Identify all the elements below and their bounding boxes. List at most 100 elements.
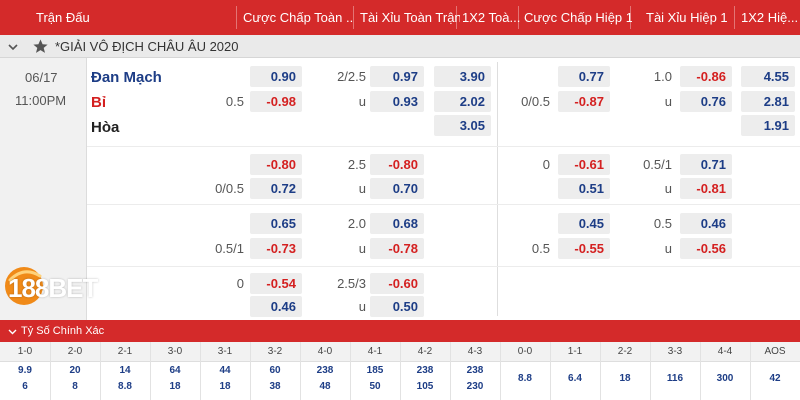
odds-cell[interactable]: 2.81 xyxy=(741,91,795,112)
star-icon[interactable] xyxy=(33,39,48,54)
odds-cell[interactable]: 0.90 xyxy=(250,66,302,87)
odds-cell[interactable]: 0.77 xyxy=(558,66,610,87)
exact-score-header[interactable]: Tỷ Số Chính Xác xyxy=(0,320,800,342)
score-odds[interactable]: 238 xyxy=(316,365,334,376)
score-header: 4-1 xyxy=(350,342,400,362)
score-odds[interactable]: 42 xyxy=(769,373,781,384)
score-odds[interactable]: 300 xyxy=(716,373,734,384)
column-divider xyxy=(750,342,751,400)
score-odds[interactable]: 238 xyxy=(416,365,434,376)
score-odds[interactable]: 6 xyxy=(22,381,28,392)
column-divider xyxy=(550,342,551,400)
header-hdp-full[interactable]: Cược Chấp Toàn ... xyxy=(243,10,353,25)
score-odds[interactable]: 8.8 xyxy=(518,373,532,384)
column-divider xyxy=(350,342,351,400)
odds-cell[interactable]: 0.45 xyxy=(558,213,610,234)
odds-cell[interactable]: -0.73 xyxy=(250,238,302,259)
odds-cell[interactable]: 0.46 xyxy=(250,296,302,317)
hdp-half-line: 0 xyxy=(542,157,550,172)
away-team[interactable]: Bỉ xyxy=(91,94,106,111)
score-odds[interactable]: 50 xyxy=(369,381,381,392)
header-ou-half[interactable]: Tài Xỉu Hiệp 1 xyxy=(646,10,728,25)
odds-cell[interactable]: 0.97 xyxy=(370,66,424,87)
odds-cell[interactable]: 2.02 xyxy=(434,91,491,112)
odds-cell[interactable]: 0.76 xyxy=(680,91,732,112)
odds-cell[interactable]: -0.56 xyxy=(680,238,732,259)
header-ou-full[interactable]: Tài Xỉu Toàn Trận xyxy=(360,10,460,25)
score-odds[interactable]: 8.8 xyxy=(118,381,132,392)
column-divider xyxy=(450,342,451,400)
score-label: 4-0 xyxy=(317,346,333,357)
odds-cell[interactable]: 0.68 xyxy=(370,213,424,234)
score-odds[interactable]: 8 xyxy=(72,381,78,392)
score-odds[interactable]: 38 xyxy=(269,381,281,392)
column-divider xyxy=(300,342,301,400)
score-odds[interactable]: 18 xyxy=(219,381,231,392)
odds-cell[interactable]: -0.78 xyxy=(370,238,424,259)
score-odds[interactable]: 9.9 xyxy=(18,365,32,376)
score-odds[interactable]: 230 xyxy=(466,381,484,392)
odds-cell[interactable]: -0.55 xyxy=(558,238,610,259)
odds-cell[interactable]: 0.50 xyxy=(370,296,424,317)
score-odds[interactable]: 64 xyxy=(169,365,181,376)
odds-cell[interactable]: 0.46 xyxy=(680,213,732,234)
score-odds[interactable]: 238 xyxy=(466,365,484,376)
score-label: 2-0 xyxy=(67,346,83,357)
odds-cell[interactable]: -0.61 xyxy=(558,154,610,175)
score-header: 3-0 xyxy=(150,342,200,362)
ou-half-line: 1.0 xyxy=(653,69,672,84)
score-header: 4-4 xyxy=(700,342,750,362)
score-odds[interactable]: 116 xyxy=(666,373,684,384)
chevron-down-icon[interactable] xyxy=(8,327,17,336)
column-divider xyxy=(50,342,51,400)
score-odds[interactable]: 48 xyxy=(319,381,331,392)
header-hdp-half[interactable]: Cược Chấp Hiệp 1 xyxy=(524,10,632,25)
score-header: 2-2 xyxy=(600,342,650,362)
score-odds[interactable]: 44 xyxy=(219,365,231,376)
odds-cell[interactable]: -0.81 xyxy=(680,178,732,199)
odds-cell[interactable]: -0.86 xyxy=(680,66,732,87)
score-odds[interactable]: 105 xyxy=(416,381,434,392)
chevron-down-icon[interactable] xyxy=(8,42,18,52)
odds-cell[interactable]: 0.72 xyxy=(250,178,302,199)
ou-line: 2.0 xyxy=(347,216,366,231)
score-odds[interactable]: 185 xyxy=(366,365,384,376)
league-bar[interactable]: *GIẢI VÔ ĐỊCH CHÂU ÂU 2020 xyxy=(0,35,800,58)
odds-cell[interactable]: 3.90 xyxy=(434,66,491,87)
column-divider xyxy=(250,342,251,400)
header-1x2-full[interactable]: 1X2 Toà... xyxy=(462,10,520,25)
odds-cell[interactable]: 0.65 xyxy=(250,213,302,234)
odds-cell[interactable]: 4.55 xyxy=(741,66,795,87)
odds-cell[interactable]: 0.93 xyxy=(370,91,424,112)
header-1x2-half[interactable]: 1X2 Hiệ... xyxy=(741,10,799,25)
column-divider xyxy=(650,342,651,400)
score-odds[interactable]: 6.4 xyxy=(568,373,582,384)
odds-cell[interactable]: -0.98 xyxy=(250,91,302,112)
hdp-line: 0/0.5 xyxy=(215,181,244,196)
odds-cell[interactable]: -0.80 xyxy=(250,154,302,175)
score-odds[interactable]: 14 xyxy=(119,365,131,376)
odds-cell[interactable]: -0.80 xyxy=(370,154,424,175)
ou-line: 2.5 xyxy=(347,157,366,172)
header-match[interactable]: Trận Đấu xyxy=(36,10,90,25)
odds-cell[interactable]: -0.54 xyxy=(250,273,302,294)
score-odds[interactable]: 20 xyxy=(69,365,81,376)
odds-cell[interactable]: 3.05 xyxy=(434,115,491,136)
brand-logo: 188BET xyxy=(0,256,140,306)
odds-cell[interactable]: 0.51 xyxy=(558,178,610,199)
score-header: AOS xyxy=(750,342,800,362)
odds-cell[interactable]: 1.91 xyxy=(741,115,795,136)
ou-under-label: u xyxy=(358,181,366,196)
score-label: 3-1 xyxy=(217,346,233,357)
score-odds[interactable]: 18 xyxy=(169,381,181,392)
home-team[interactable]: Đan Mạch xyxy=(91,69,162,86)
odds-cell[interactable]: -0.60 xyxy=(370,273,424,294)
score-odds[interactable]: 60 xyxy=(269,365,281,376)
match-date: 06/17 xyxy=(25,70,58,85)
score-label: 1-1 xyxy=(567,346,583,357)
odds-cell[interactable]: -0.87 xyxy=(558,91,610,112)
column-divider xyxy=(700,342,701,400)
odds-cell[interactable]: 0.70 xyxy=(370,178,424,199)
score-odds[interactable]: 18 xyxy=(619,373,631,384)
odds-cell[interactable]: 0.71 xyxy=(680,154,732,175)
